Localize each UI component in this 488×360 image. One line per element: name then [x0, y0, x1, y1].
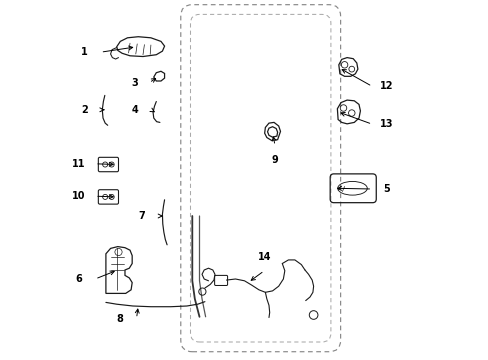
Text: 8: 8	[117, 314, 123, 324]
Text: 3: 3	[131, 78, 138, 88]
Text: 9: 9	[271, 155, 278, 165]
Text: 4: 4	[131, 105, 138, 115]
Text: 11: 11	[72, 159, 85, 169]
Text: 14: 14	[257, 252, 270, 262]
Text: 1: 1	[81, 47, 87, 57]
Text: 10: 10	[72, 191, 85, 201]
Text: 5: 5	[383, 184, 389, 194]
Text: 7: 7	[138, 211, 145, 221]
Text: 13: 13	[379, 119, 393, 129]
Text: 2: 2	[81, 105, 87, 115]
Text: 12: 12	[379, 81, 393, 91]
Polygon shape	[267, 127, 277, 137]
Text: 6: 6	[75, 274, 82, 284]
